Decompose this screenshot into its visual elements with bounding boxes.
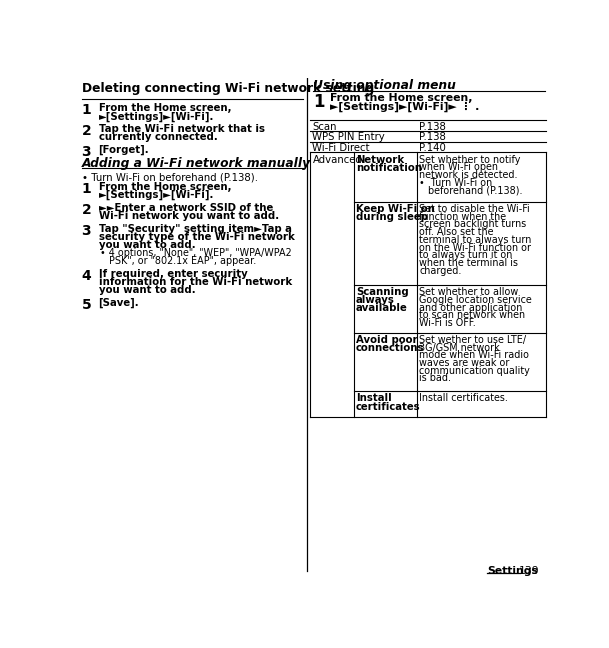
Text: ►[Settings]►[Wi-Fi].: ►[Settings]►[Wi-Fi].	[99, 111, 214, 122]
Text: From the Home screen,: From the Home screen,	[99, 182, 231, 192]
Text: If required, enter security: If required, enter security	[99, 269, 247, 279]
Text: when the terminal is: when the terminal is	[420, 258, 518, 268]
Text: ►[Settings]►[Wi-Fi].: ►[Settings]►[Wi-Fi].	[99, 190, 214, 200]
Text: 139: 139	[519, 566, 540, 576]
Text: 1: 1	[82, 103, 91, 117]
Text: Network: Network	[356, 155, 404, 165]
Text: Adding a Wi-Fi network manually: Adding a Wi-Fi network manually	[82, 157, 311, 170]
Text: available: available	[356, 303, 407, 314]
Text: Install: Install	[356, 393, 392, 404]
Text: Set whether to notify: Set whether to notify	[420, 155, 521, 165]
Text: P.140: P.140	[420, 143, 446, 153]
Text: 3: 3	[82, 145, 91, 159]
Text: Set wether to use LTE/: Set wether to use LTE/	[420, 335, 527, 345]
Text: 1: 1	[82, 182, 91, 196]
Text: Scan: Scan	[312, 122, 337, 132]
Text: you want to add.: you want to add.	[99, 240, 195, 250]
Text: Google location service: Google location service	[420, 295, 532, 305]
Text: function when the: function when the	[420, 212, 507, 222]
Text: communication quality: communication quality	[420, 365, 530, 376]
Text: PSK", or "802.1x EAP", appear.: PSK", or "802.1x EAP", appear.	[100, 256, 256, 266]
Text: From the Home screen,: From the Home screen,	[99, 103, 231, 113]
Text: and other application: and other application	[420, 303, 523, 312]
Text: Scanning: Scanning	[356, 287, 409, 297]
Text: WPS PIN Entry: WPS PIN Entry	[312, 132, 385, 143]
Text: off. Also set the: off. Also set the	[420, 227, 494, 237]
Text: Set to disable the Wi-Fi: Set to disable the Wi-Fi	[420, 204, 530, 214]
Text: 3: 3	[82, 224, 91, 238]
Text: Tap the Wi-Fi network that is: Tap the Wi-Fi network that is	[99, 124, 264, 134]
Text: waves are weak or: waves are weak or	[420, 358, 510, 368]
Text: • Turn Wi-Fi on beforehand (P.138).: • Turn Wi-Fi on beforehand (P.138).	[82, 172, 258, 182]
Text: P.138: P.138	[420, 132, 446, 143]
Text: 2: 2	[82, 124, 91, 138]
Text: always: always	[356, 295, 395, 305]
Text: during sleep: during sleep	[356, 212, 428, 222]
Text: Install certificates.: Install certificates.	[420, 393, 509, 404]
Text: network is detected.: network is detected.	[420, 170, 518, 180]
Text: Tap "Security" setting item►Tap a: Tap "Security" setting item►Tap a	[99, 224, 292, 234]
Text: information for the Wi-Fi network: information for the Wi-Fi network	[99, 277, 292, 287]
Text: is bad.: is bad.	[420, 373, 451, 384]
Text: on the Wi-Fi function or: on the Wi-Fi function or	[420, 242, 532, 253]
Text: ►►Enter a network SSID of the: ►►Enter a network SSID of the	[99, 203, 273, 213]
Text: Wi-Fi is OFF.: Wi-Fi is OFF.	[420, 318, 476, 328]
Text: charged.: charged.	[420, 266, 462, 275]
Text: ►[Settings]►[Wi-Fi]► ⋮ .: ►[Settings]►[Wi-Fi]► ⋮ .	[330, 102, 480, 112]
Text: [Save].: [Save].	[99, 297, 139, 308]
Text: 1: 1	[313, 93, 325, 111]
Text: Deleting connecting Wi-Fi network setting: Deleting connecting Wi-Fi network settin…	[82, 82, 374, 95]
Text: mode when Wi-Fi radio: mode when Wi-Fi radio	[420, 351, 529, 360]
Text: to always turn it on: to always turn it on	[420, 250, 513, 260]
Text: Advanced: Advanced	[312, 155, 362, 165]
Text: notification: notification	[356, 163, 422, 173]
Text: 5: 5	[82, 297, 91, 312]
Text: Wi-Fi network you want to add.: Wi-Fi network you want to add.	[99, 211, 279, 221]
Text: Set whether to allow: Set whether to allow	[420, 287, 519, 297]
Text: Avoid poor: Avoid poor	[356, 335, 418, 345]
Text: connections: connections	[356, 343, 424, 353]
Text: 4: 4	[82, 269, 91, 283]
Text: 2: 2	[82, 203, 91, 217]
Text: to scan network when: to scan network when	[420, 310, 526, 320]
Text: you want to add.: you want to add.	[99, 285, 195, 295]
Text: when Wi-Fi open: when Wi-Fi open	[420, 163, 498, 172]
Text: Wi-Fi Direct: Wi-Fi Direct	[312, 143, 370, 153]
Text: From the Home screen,: From the Home screen,	[330, 93, 473, 103]
Text: Settings: Settings	[487, 566, 538, 576]
Text: beforehand (P.138).: beforehand (P.138).	[420, 185, 523, 196]
Text: 3G/GSM network: 3G/GSM network	[420, 343, 500, 353]
Text: • 4 options, "None", "WEP", "WPA/WPA2: • 4 options, "None", "WEP", "WPA/WPA2	[100, 248, 292, 258]
Text: currently connected.: currently connected.	[99, 132, 217, 142]
Text: security type of the Wi-Fi network: security type of the Wi-Fi network	[99, 232, 295, 242]
Text: •  Turn Wi-Fi on: • Turn Wi-Fi on	[420, 178, 493, 188]
Text: [Forget].: [Forget].	[99, 145, 149, 155]
Text: screen backlight turns: screen backlight turns	[420, 220, 527, 229]
Text: Using optional menu: Using optional menu	[313, 79, 456, 92]
Text: terminal to always turn: terminal to always turn	[420, 235, 532, 245]
Text: Keep Wi-Fi on: Keep Wi-Fi on	[356, 204, 435, 214]
Text: P.138: P.138	[420, 122, 446, 132]
Text: certificates: certificates	[356, 402, 421, 411]
